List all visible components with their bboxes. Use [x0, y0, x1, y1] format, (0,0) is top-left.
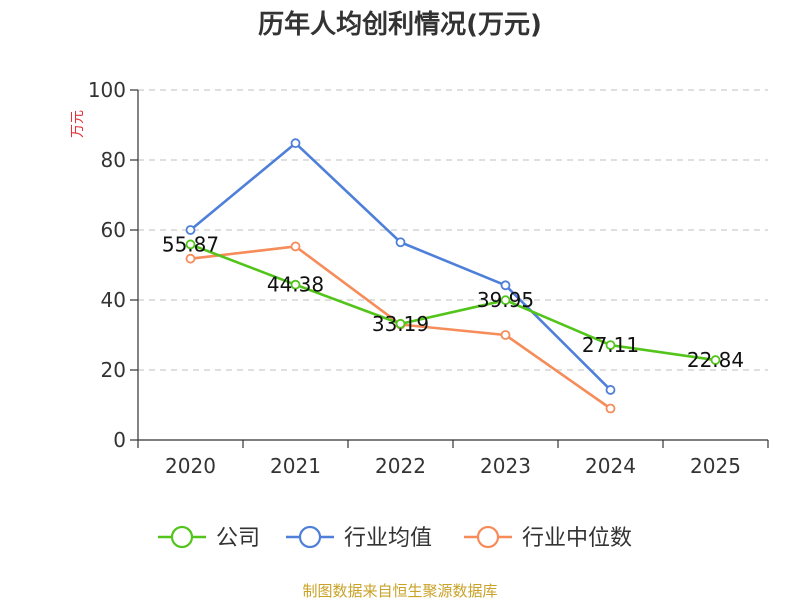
data-point-1-2020	[185, 225, 196, 235]
legend-marker-1	[298, 525, 322, 549]
x-tick-label-2021: 2021	[270, 454, 321, 478]
data-point-0-2024	[605, 340, 616, 351]
data-point-0-2025	[710, 355, 721, 365]
data-point-0-2023	[500, 295, 511, 306]
data-point-2-2024	[605, 403, 616, 414]
data-point-0-2021	[290, 279, 301, 290]
x-tick-label-2020: 2020	[165, 454, 216, 478]
data-point-1-2024	[605, 385, 616, 395]
y-tick-label-0: 0	[113, 428, 126, 452]
legend-item-1[interactable]: 行业均值	[286, 525, 432, 551]
y-tick-label-40: 40	[101, 288, 126, 312]
legend-label-0: 公司	[216, 526, 260, 551]
legend-item-0[interactable]: 公司	[158, 525, 260, 551]
axes: 0 20 40 60 80 100 2020 2021 2022 2023 2024 2025	[88, 78, 769, 478]
legend[interactable]: 公司 行业均值 行业中位数	[158, 525, 632, 551]
legend-marker-2	[476, 525, 500, 549]
data-point-1-2022	[395, 237, 406, 248]
x-tick-label-2022: 2022	[375, 454, 426, 478]
chart-title: 历年人均创利情况(万元)	[258, 9, 542, 40]
data-point-2-2023	[500, 330, 511, 340]
data-label-2022: 33.19	[372, 312, 429, 336]
x-tick-label-2025: 2025	[690, 454, 741, 478]
legend-label-2: 行业中位数	[522, 526, 632, 551]
data-point-0-2020	[185, 239, 196, 250]
grid-lines	[138, 89, 768, 371]
data-label-2020: 55.87	[162, 232, 219, 256]
legend-marker-0	[170, 525, 194, 549]
legend-item-2[interactable]: 行业中位数	[464, 525, 632, 551]
legend-label-1: 行业均值	[344, 526, 432, 551]
data-label-2025: 22.84	[687, 348, 744, 372]
x-tick-label-2024: 2024	[585, 454, 636, 478]
data-point-2-2021	[290, 241, 301, 252]
data-point-0-2022	[395, 318, 406, 329]
y-tick-label-80: 80	[101, 148, 126, 172]
series-line-0	[190, 243, 716, 362]
source-note: 制图数据来自恒生聚源数据库	[302, 582, 497, 600]
data-point-1-2023	[500, 280, 511, 291]
y-tick-label-20: 20	[101, 358, 126, 382]
data-point-1-2021	[290, 138, 301, 149]
data-point-2-2020	[185, 253, 196, 264]
series-lines	[185, 138, 721, 414]
series-line-1	[189, 141, 612, 391]
x-tick-label-2023: 2023	[480, 454, 531, 478]
y-tick-label-60: 60	[101, 218, 126, 242]
data-labels: 55.87 44.38 33.19 39.95 27.11 22.84	[162, 232, 744, 372]
data-label-2024: 27.11	[582, 333, 639, 357]
data-label-2021: 44.38	[267, 273, 324, 297]
y-tick-label-100: 100	[88, 78, 126, 102]
y-axis-label: 万元	[70, 110, 86, 138]
data-label-2023: 39.95	[477, 288, 534, 312]
